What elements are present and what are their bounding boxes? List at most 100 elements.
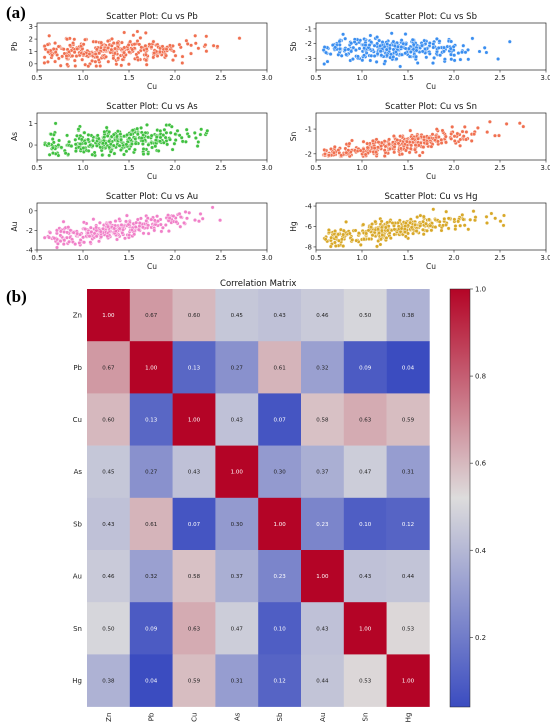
scatter-point [372,146,377,151]
scatter-point [119,63,124,68]
scatter-point [468,217,473,222]
heatmap-cell-label: 0.44 [316,679,329,685]
heatmap-cell [172,654,216,707]
heatmap-cell [386,341,430,394]
heatmap-cell-label: 0.09 [359,365,372,371]
heatmap-cell-label: 1.00 [273,522,286,528]
heatmap-cell [301,497,345,551]
scatter-point [139,125,144,130]
scatter-title: Scatter Plot: Cu vs Sb [385,12,477,22]
scatter-point [449,131,454,136]
scatter-point [198,132,203,137]
x-tick-label: 3.0 [261,164,272,172]
scatter-point [420,49,425,54]
scatter-point [349,41,354,46]
heatmap-title: Correlation Matrix [220,279,296,289]
scatter-point [149,217,154,222]
heatmap-cell-label: 0.61 [273,365,285,371]
scatter-point [341,244,346,249]
scatter-point [418,223,423,228]
scatter-point [105,224,110,229]
scatter-point [458,137,463,142]
heatmap-col-label: Sb [276,712,284,721]
scatter-point [155,214,160,219]
scatter-point [322,62,327,67]
scatter-point [63,151,68,156]
scatter-point [392,227,397,232]
x-tick-label: 1.5 [123,164,134,172]
heatmap-row-label: Sb [73,520,82,528]
scatter-point [73,137,78,142]
scatter-point [61,242,66,247]
heatmap-cell-label: 0.59 [402,418,415,424]
colorbar-tick-label: 0.4 [475,547,487,555]
scatter-point [396,44,401,49]
scatter-point [433,225,438,230]
scatter-point [56,44,61,49]
scatter-point [59,145,64,150]
x-tick-label: 2.5 [494,74,505,82]
scatter-point [111,56,116,61]
heatmap-cell [215,602,259,655]
scatter-point [421,145,426,150]
heatmap-cell-label: 0.27 [231,365,244,371]
heatmap-cell [129,445,173,499]
scatter-points [321,31,512,69]
panel-label-a: (a) [6,3,26,22]
scatter-point [163,222,168,227]
y-tick-label: -8 [305,243,312,251]
heatmap-cell [258,341,302,394]
scatter-point [128,132,133,137]
scatter-point [375,41,380,46]
scatter-point [440,128,445,133]
scatter-point [441,49,446,54]
scatter-point [446,216,451,221]
scatter-point [424,221,429,226]
x-tick-label: 2.0 [448,164,459,172]
scatter-point [98,229,103,234]
scatter-point [77,240,82,245]
scatter-point [50,137,55,142]
heatmap-cell-label: 0.46 [316,313,329,319]
scatter-point [113,46,118,51]
scatter-point [425,141,430,146]
scatter-point [463,50,468,55]
scatter-point [344,219,349,224]
heatmap-cell [172,497,216,551]
heatmap-cell-label: 0.59 [188,679,201,685]
scatter-point [177,42,182,47]
scatter-point [100,141,105,146]
scatter-point [46,141,51,146]
heatmap-cell [258,602,302,655]
heatmap-cell-label: 0.12 [273,679,285,685]
heatmap-cell-label: 1.00 [102,313,115,319]
scatter-point [379,143,384,148]
scatter-point [119,40,124,45]
scatter-point [139,45,144,50]
scatter-point [329,235,334,240]
scatter-point [357,46,362,51]
scatter-point [350,57,355,62]
scatter-point [380,233,385,238]
scatter-point [97,51,102,56]
scatter-point [137,221,142,226]
heatmap-cell [87,393,131,446]
heatmap-cell [215,654,259,707]
x-tick-label: 1.0 [77,164,88,172]
scatter-point [364,231,369,236]
scatter-point [407,150,412,155]
scatter-point [86,148,91,153]
scatter-title: Scatter Plot: Cu vs Pb [106,12,198,22]
scatter-point [322,45,327,50]
scatter-point [186,134,191,139]
scatter-point [461,134,466,139]
scatter-point [455,131,460,136]
scatter-point [80,57,85,62]
scatter-point [458,57,463,62]
scatter-point [193,135,198,140]
x-tick-label: 1.0 [356,74,367,82]
colorbar-tick-label: 0.2 [475,634,486,642]
scatter-point [100,153,105,158]
scatter-point [498,219,503,224]
scatter-point [156,148,161,153]
